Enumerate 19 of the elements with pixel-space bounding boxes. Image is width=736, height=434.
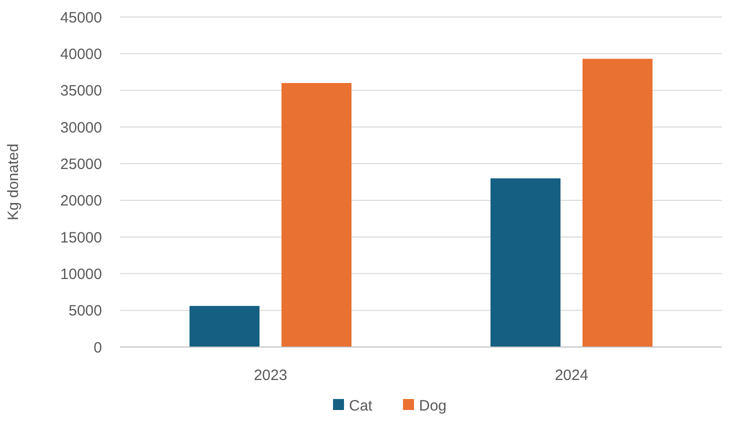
y-tick-label: 20000 [60,192,102,210]
x-tick-label: 2024 [554,367,588,384]
legend-label: Dog [419,397,447,414]
y-tick-label: 25000 [60,156,102,173]
bar [582,58,652,347]
y-tick-label: 15000 [60,229,102,246]
bar [490,178,560,347]
y-axis-title: Kg donated [5,144,22,220]
y-tick-label: 0 [94,339,102,356]
y-tick-label: 35000 [60,82,102,100]
bar [190,306,260,347]
bar [282,83,352,347]
y-tick-label: 45000 [60,9,102,26]
y-tick-label: 40000 [60,46,102,63]
legend-label: Cat [349,397,374,414]
y-tick-label: 10000 [60,266,102,283]
x-tick-label: 2023 [254,367,288,384]
y-tick-label: 5000 [68,302,102,320]
y-tick-label: 30000 [60,119,102,136]
